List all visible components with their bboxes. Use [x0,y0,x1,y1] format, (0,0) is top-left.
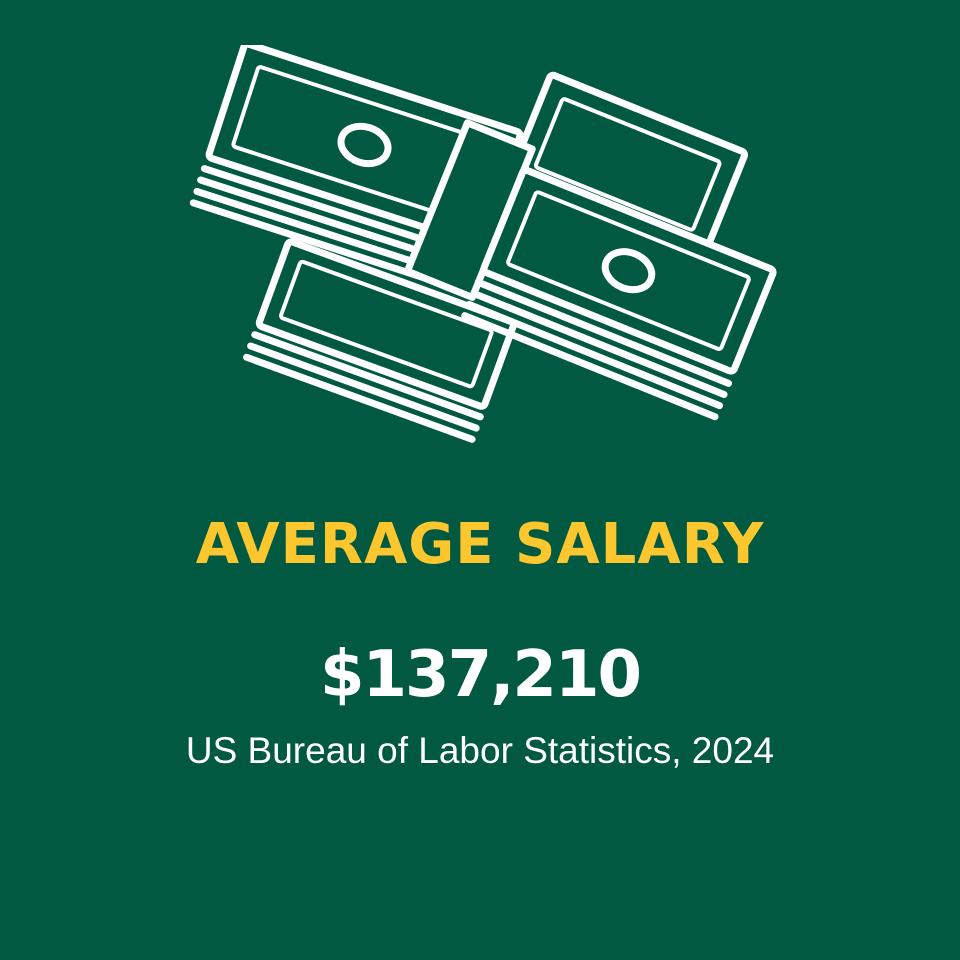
source-text: US Bureau of Labor Statistics, 2024 [185,730,775,771]
bill-stack-front [461,166,777,421]
bill-stack-bottom [243,238,517,443]
money-stacks-icon [189,45,777,443]
salary-value: $137,210 [319,638,642,712]
heading: AVERAGE SALARY [195,512,765,577]
